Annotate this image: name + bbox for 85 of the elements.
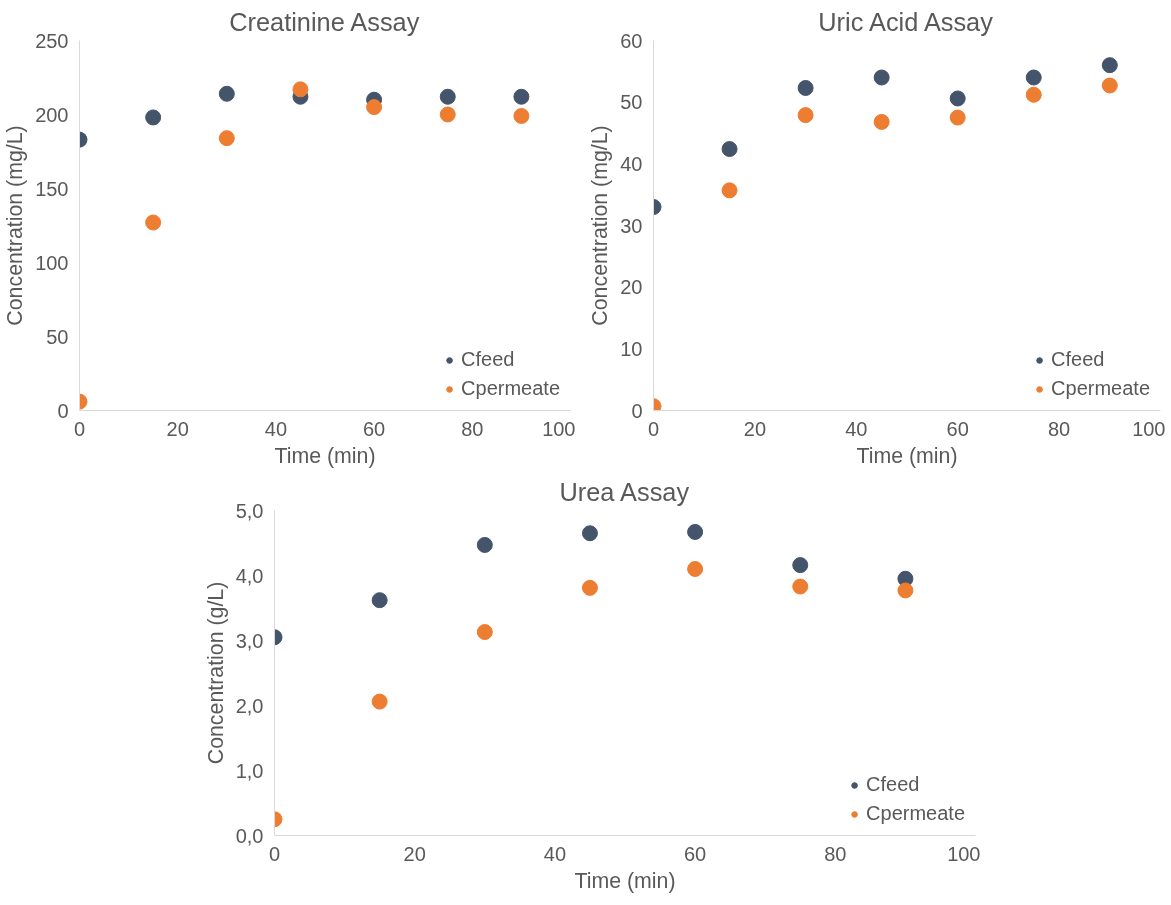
point bbox=[145, 214, 162, 231]
point bbox=[366, 99, 383, 116]
legend-label: Cpermeate bbox=[866, 802, 965, 825]
legend-label: Cpermeate bbox=[461, 377, 560, 400]
point bbox=[371, 592, 388, 609]
y-axis-title: Concentration (mg/L) bbox=[588, 125, 613, 326]
point bbox=[687, 523, 704, 540]
point bbox=[792, 557, 809, 574]
x-tick-label: 80 bbox=[1047, 417, 1071, 440]
point bbox=[476, 536, 493, 553]
x-tick-label: 40 bbox=[264, 417, 288, 440]
point bbox=[792, 578, 809, 595]
x-tick-label: 0 bbox=[268, 842, 281, 865]
chart-title: Uric Acid Assay bbox=[818, 7, 994, 36]
point bbox=[218, 85, 235, 102]
x-tick-label: 20 bbox=[166, 417, 189, 440]
point bbox=[145, 109, 162, 126]
x-tick-label: 40 bbox=[543, 842, 567, 865]
x-tick-label: 100 bbox=[542, 417, 576, 440]
legend-label: Cpermeate bbox=[1051, 377, 1150, 400]
point bbox=[292, 81, 309, 98]
y-tick-label: 5,0 bbox=[235, 499, 264, 522]
point bbox=[1101, 57, 1118, 74]
point bbox=[439, 106, 456, 123]
point bbox=[371, 693, 388, 710]
x-tick-label: 60 bbox=[683, 842, 707, 865]
point bbox=[581, 525, 598, 542]
y-tick-label: 100 bbox=[35, 251, 69, 274]
y-tick-label: 0 bbox=[57, 399, 69, 422]
point bbox=[873, 113, 890, 130]
point bbox=[581, 579, 598, 596]
x-tick-label: 60 bbox=[362, 417, 386, 440]
point bbox=[949, 109, 966, 126]
y-tick-label: 60 bbox=[620, 29, 643, 52]
y-tick-label: 200 bbox=[35, 103, 69, 126]
y-tick-label: 150 bbox=[35, 177, 69, 200]
y-tick-label: 2,0 bbox=[235, 694, 264, 717]
chart-title: Urea Assay bbox=[559, 477, 690, 506]
y-tick-label: 1,0 bbox=[235, 759, 264, 782]
y-tick-label: 10 bbox=[620, 337, 643, 360]
point bbox=[1101, 77, 1118, 94]
x-tick-label: 40 bbox=[845, 417, 868, 440]
point bbox=[897, 582, 914, 599]
x-tick-label: 20 bbox=[743, 417, 767, 440]
x-tick-label: 100 bbox=[1132, 417, 1166, 440]
point bbox=[949, 90, 966, 107]
y-tick-label: 4,0 bbox=[235, 564, 264, 587]
y-tick-label: 30 bbox=[620, 214, 643, 237]
x-tick-label: 0 bbox=[647, 417, 660, 440]
y-tick-label: 250 bbox=[35, 29, 69, 52]
y-tick-label: 3,0 bbox=[235, 629, 264, 652]
legend-label: Cfeed bbox=[461, 348, 515, 371]
point bbox=[476, 624, 493, 641]
y-tick-label: 0,0 bbox=[235, 824, 264, 847]
x-tick-label: 20 bbox=[403, 842, 426, 865]
point bbox=[1025, 86, 1042, 103]
point bbox=[513, 107, 530, 124]
x-axis-title: Time (min) bbox=[856, 443, 958, 468]
y-tick-label: 50 bbox=[620, 91, 643, 114]
y-tick-label: 0 bbox=[631, 399, 643, 422]
y-tick-label: 20 bbox=[620, 276, 643, 299]
x-tick-label: 100 bbox=[947, 842, 981, 865]
y-tick-label: 50 bbox=[46, 325, 69, 348]
x-tick-label: 80 bbox=[824, 842, 847, 865]
legend-label: Cfeed bbox=[1051, 348, 1105, 371]
point bbox=[513, 88, 530, 105]
point bbox=[1025, 69, 1042, 86]
point bbox=[873, 69, 890, 86]
y-tick-label: 40 bbox=[620, 152, 643, 175]
x-axis-title: Time (min) bbox=[574, 868, 676, 893]
x-tick-label: 0 bbox=[73, 417, 86, 440]
y-axis-title: Concentration (g/L) bbox=[203, 581, 228, 765]
point bbox=[797, 107, 814, 124]
x-axis-title: Time (min) bbox=[274, 443, 376, 468]
chart-title: Creatinine Assay bbox=[229, 7, 420, 36]
point bbox=[687, 561, 704, 577]
point bbox=[797, 80, 814, 96]
point bbox=[721, 182, 738, 199]
point bbox=[218, 130, 235, 147]
x-tick-label: 80 bbox=[461, 417, 484, 440]
legend-label: Cfeed bbox=[866, 773, 920, 796]
y-axis-title: Concentration (mg/L) bbox=[3, 125, 28, 326]
point bbox=[439, 88, 456, 105]
point bbox=[721, 141, 738, 158]
x-tick-label: 60 bbox=[946, 417, 969, 440]
